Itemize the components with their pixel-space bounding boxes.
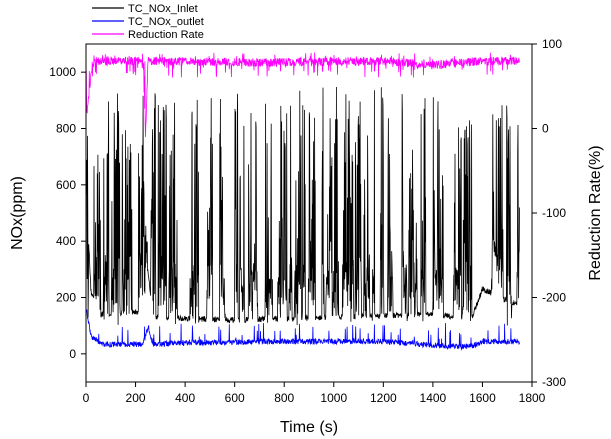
x-tick-label: 1400	[420, 391, 447, 405]
series-line-1	[85, 308, 520, 351]
x-axis-title: Time (s)	[280, 419, 338, 436]
y-tick-label-left: 600	[56, 178, 76, 192]
legend-label: TC_NOx_outlet	[128, 16, 204, 28]
y-tick-label-left: 800	[56, 122, 76, 136]
x-tick-label: 200	[126, 391, 146, 405]
y-tick-label-left: 1000	[49, 65, 76, 79]
y-axis-right: -300 -200 -100 0 100	[532, 37, 566, 389]
y-tick-label-right: -100	[542, 206, 566, 220]
y-axis-title-left: NOx(ppm)	[9, 176, 26, 250]
x-tick-label: 1200	[370, 391, 397, 405]
legend-label: Reduction Rate	[128, 29, 204, 41]
x-tick-label: 1000	[320, 391, 347, 405]
y-tick-label-left: 400	[56, 234, 76, 248]
legend-label: TC_NOx_Inlet	[128, 3, 198, 15]
y-tick-label-left: 0	[69, 347, 76, 361]
series-line-2	[85, 52, 520, 138]
x-tick-label: 800	[274, 391, 294, 405]
plot-lines	[85, 52, 520, 351]
y-tick-label-right: 100	[542, 37, 562, 51]
x-axis: 0 200 400 600 800 1000 1200 1400 1600 1800	[83, 382, 546, 405]
series-line-0	[85, 86, 520, 326]
x-tick-label: 0	[83, 391, 90, 405]
x-tick-label: 600	[225, 391, 245, 405]
y-tick-label-right: -300	[542, 375, 566, 389]
x-tick-label: 1800	[519, 391, 546, 405]
y-tick-label-right: -200	[542, 291, 566, 305]
y-axis-left: 0 200 400 600 800 1000	[49, 65, 86, 361]
x-tick-label: 1600	[469, 391, 496, 405]
x-tick-label: 400	[175, 391, 195, 405]
y-axis-title-right: Reduction Rate(%)	[587, 145, 604, 280]
y-tick-label-left: 200	[56, 291, 76, 305]
y-tick-label-right: 0	[542, 122, 549, 136]
